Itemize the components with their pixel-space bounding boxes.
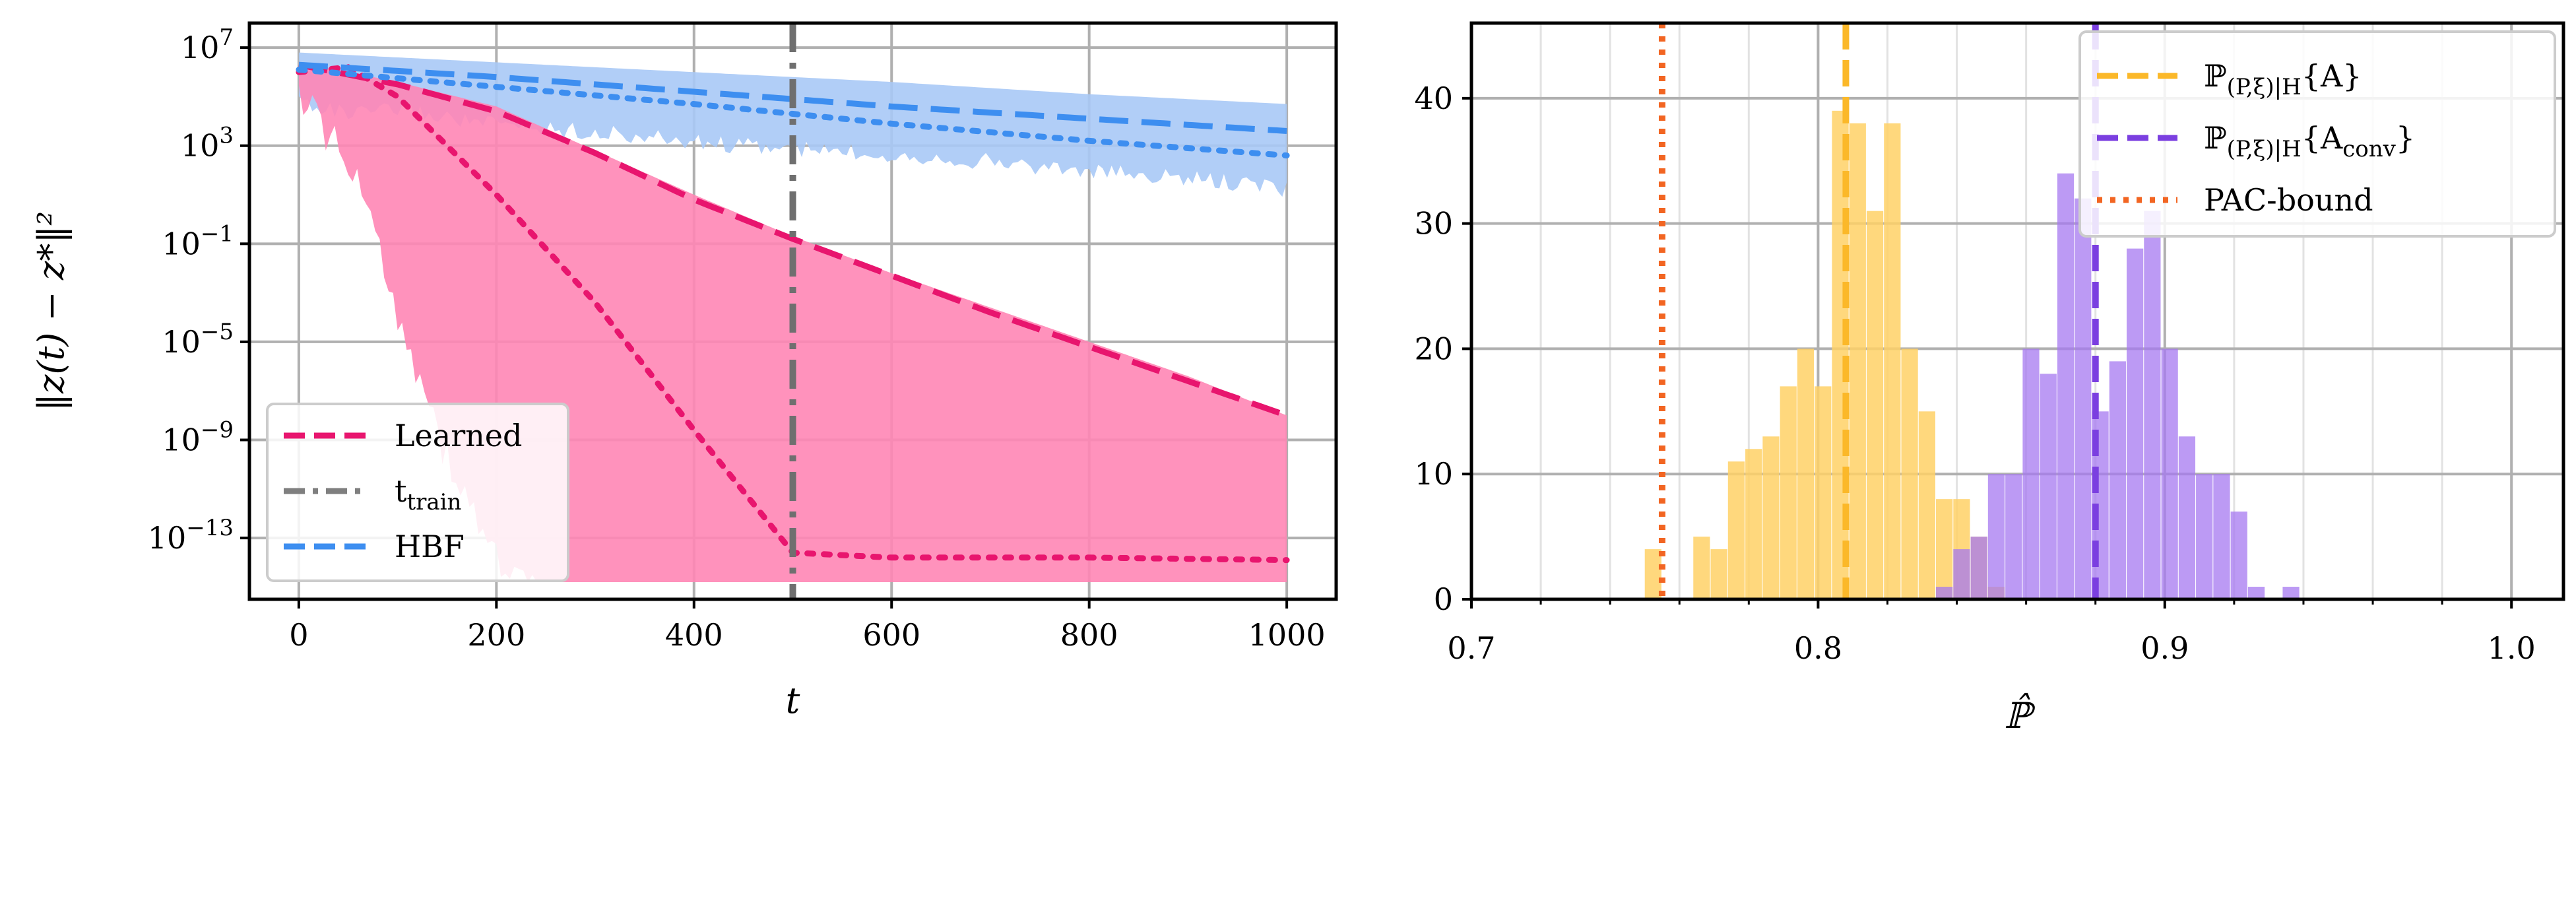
histogram-bar <box>2213 474 2230 599</box>
histogram-bar <box>2005 474 2022 599</box>
histogram-bar <box>1710 549 1727 599</box>
legend-label: PAC-bound <box>2204 182 2373 218</box>
right-chart: 0.7 0.8 0.9 1.0010203040ℙ̂ℙ(P,ξ)|H{A}ℙ(P,ξ)… <box>1414 21 2565 737</box>
x-axis-title: t <box>786 680 800 721</box>
histogram-bar <box>1936 499 1953 599</box>
histogram-bar <box>1866 211 1884 599</box>
y-axis-title: ‖z(t) − z*‖² <box>30 211 72 411</box>
x-tick-label: 0.9 <box>2141 630 2189 666</box>
y-tick-label: 30 <box>1414 206 1453 242</box>
x-tick-label: 800 <box>1060 617 1118 653</box>
histogram-bar <box>1936 587 1953 599</box>
x-tick-label: 1000 <box>1248 617 1326 653</box>
histogram-bar <box>2127 248 2144 599</box>
y-tick-label: 40 <box>1414 81 1453 116</box>
x-axis-title: ℙ̂ <box>2004 692 2036 737</box>
y-tick-label: 10 <box>1414 456 1453 492</box>
axes-frame <box>247 21 1338 601</box>
median-line-hbf <box>296 67 1290 159</box>
legend: ℙ(P,ξ)|H{A} ℙ(P,ξ)|H{Aconv} PAC-bound <box>2078 30 2556 238</box>
legend-label: ℙ(P,ξ)|H{A} <box>2204 58 2362 100</box>
histogram-bar <box>1797 348 1815 599</box>
legend-label: ttrain <box>395 473 461 515</box>
histogram-bar <box>2075 198 2092 599</box>
x-tick-label: 1.0 <box>2488 630 2536 666</box>
histogram-bar <box>2109 361 2126 599</box>
mean-line-learned <box>298 61 1288 418</box>
y-tick-label: 107 <box>181 24 234 65</box>
histogram-bar <box>2161 348 2178 599</box>
histogram-bar <box>2040 374 2057 599</box>
histogram-bar <box>1849 123 1866 600</box>
legend-label: HBF <box>395 529 465 564</box>
x-tick-label: 0.7 <box>1447 630 1495 666</box>
x-tick-label: 400 <box>665 617 723 653</box>
legend-label: ℙ(P,ξ)|H{Aconv} <box>2204 120 2415 162</box>
histogram-bar <box>2144 211 2161 599</box>
y-tick-label: 10−9 <box>162 417 234 458</box>
histogram-bar <box>1727 461 1745 599</box>
histogram-bar <box>1762 436 1780 599</box>
histogram-bar <box>1884 123 1901 600</box>
y-tick-label: 0 <box>1434 581 1453 617</box>
x-tick-label: 0 <box>289 617 308 653</box>
histogram-bar <box>2230 512 2247 599</box>
y-tick-label: 20 <box>1414 331 1453 366</box>
bars-p{a} <box>1644 110 2005 600</box>
x-tick-label: 600 <box>862 617 920 653</box>
y-tick-label: 10−1 <box>162 220 234 261</box>
histogram-bar <box>1815 386 1832 599</box>
x-tick-label: 0.8 <box>1794 630 1842 666</box>
histogram-bar <box>1780 386 1797 599</box>
histogram-bar <box>2178 436 2196 599</box>
left-chart: 0 200 400 600 800 1000 107 103 10−1 10−5 10−9 10−13… <box>30 21 1338 721</box>
histogram-bar <box>2282 587 2300 599</box>
histogram-bar <box>2022 348 2040 599</box>
histogram-bar <box>1901 348 1918 599</box>
ticks: 0 200 400 600 800 1000 107 103 10−1 10−5 10−9 10−13 <box>148 24 1326 653</box>
histogram-bar <box>1953 549 1970 599</box>
legend-label: Learned <box>395 418 522 453</box>
histogram-bar <box>1745 449 1762 599</box>
axes-frame <box>1469 21 2565 601</box>
legend: Learned ttrain HBF <box>266 403 569 582</box>
y-tick-label: 10−13 <box>148 515 234 556</box>
legend-box <box>2078 30 2556 238</box>
histogram-bar <box>2196 474 2213 599</box>
histogram-bar <box>1693 537 1710 599</box>
histogram-bar <box>1970 537 1987 599</box>
histogram-bar <box>1644 549 1661 599</box>
y-tick-label: 10−5 <box>162 319 234 360</box>
x-tick-label: 200 <box>467 617 525 653</box>
mean-line-hbf <box>298 61 1287 134</box>
histogram-bar <box>2057 173 2075 599</box>
histogram-bar <box>1987 474 2005 599</box>
legend-box <box>266 403 569 582</box>
bars-p{aconv} <box>1936 173 2300 599</box>
histogram-bar <box>2247 587 2265 599</box>
y-tick-label: 103 <box>181 123 234 164</box>
histogram-bar <box>1918 411 1935 599</box>
ticks: 0.7 0.8 0.9 1.0 0 10 20 30 40 <box>1414 81 2535 666</box>
